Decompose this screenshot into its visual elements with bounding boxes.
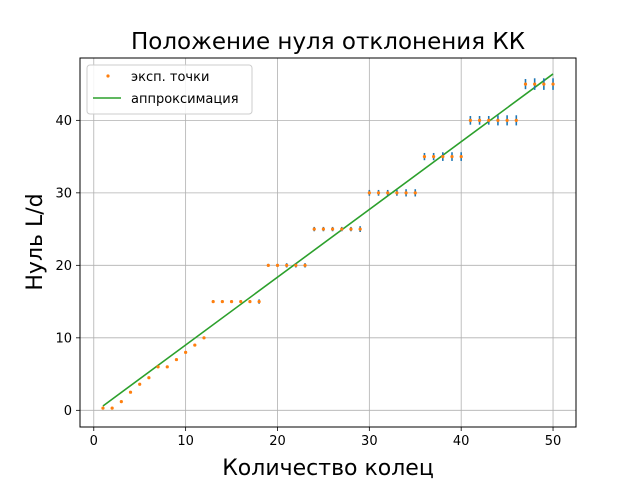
data-point — [275, 263, 280, 267]
data-point — [184, 350, 188, 354]
axis-ticks: 0 10 20 30 40 50 0 10 20 30 40 — [55, 114, 561, 449]
data-point — [312, 227, 316, 231]
x-tick-label: 40 — [453, 434, 470, 449]
data-point — [229, 299, 234, 304]
data-point — [496, 118, 500, 122]
data-point — [110, 406, 114, 410]
data-point — [542, 82, 546, 86]
data-point — [156, 365, 160, 369]
y-tick-label: 40 — [55, 114, 72, 129]
legend-label-line: аппроксимация — [131, 92, 239, 107]
data-point — [285, 263, 289, 267]
chart-title: Положение нуля отклонения КК — [131, 29, 525, 55]
data-point — [147, 376, 151, 380]
y-tick-label: 30 — [55, 186, 72, 201]
data-point — [422, 154, 427, 159]
x-tick-label: 50 — [545, 434, 562, 449]
x-tick-label: 30 — [361, 434, 378, 449]
data-point — [128, 390, 133, 394]
grid — [80, 58, 576, 427]
data-point — [174, 357, 179, 362]
data-point — [266, 263, 270, 267]
data-point — [523, 82, 528, 86]
data-point — [395, 191, 399, 195]
data-point — [404, 191, 408, 195]
data-point — [514, 118, 518, 122]
data-point — [477, 118, 482, 122]
data-point — [413, 191, 417, 195]
data-point — [294, 263, 298, 267]
plot-frame — [79, 57, 577, 428]
data-point — [220, 299, 224, 304]
x-axis-label: Количество колец — [222, 456, 434, 480]
y-tick-label: 10 — [55, 331, 72, 346]
data-point — [119, 400, 123, 404]
fit-line — [102, 73, 554, 407]
data-point — [321, 227, 326, 231]
plot-area — [101, 73, 555, 410]
data-point — [138, 382, 142, 386]
data-point — [257, 299, 261, 304]
x-tick-label: 20 — [269, 434, 286, 449]
data-point — [441, 154, 445, 159]
legend-box — [86, 64, 253, 115]
data-point — [533, 82, 537, 86]
legend-label-points: эксп. точки — [131, 70, 209, 85]
data-point — [101, 406, 105, 410]
data-point — [165, 365, 169, 369]
data-point — [239, 299, 243, 304]
data-point — [349, 227, 353, 231]
data-point — [376, 191, 381, 195]
legend: эксп. точки аппроксимация — [86, 64, 253, 115]
data-point — [386, 191, 390, 195]
data-point — [367, 191, 371, 195]
x-tick-label: 0 — [90, 434, 98, 449]
data-point — [459, 154, 463, 159]
data-point — [450, 154, 454, 159]
y-tick-label: 20 — [55, 259, 72, 274]
data-point — [487, 118, 491, 122]
data-point — [248, 299, 252, 304]
data-point — [358, 227, 362, 231]
data-point — [340, 227, 344, 231]
x-tick-label: 10 — [177, 434, 194, 449]
data-point — [505, 118, 509, 122]
data-point — [211, 299, 215, 304]
y-tick-label: 0 — [64, 404, 72, 419]
data-point — [193, 343, 197, 347]
data-point — [202, 336, 206, 340]
data-point — [468, 118, 472, 122]
y-axis-label: Нуль L/d — [23, 193, 48, 290]
data-point — [432, 154, 436, 159]
data-point — [330, 227, 335, 231]
legend-marker-points — [106, 74, 110, 78]
data-point — [303, 263, 307, 267]
data-point — [551, 82, 555, 86]
